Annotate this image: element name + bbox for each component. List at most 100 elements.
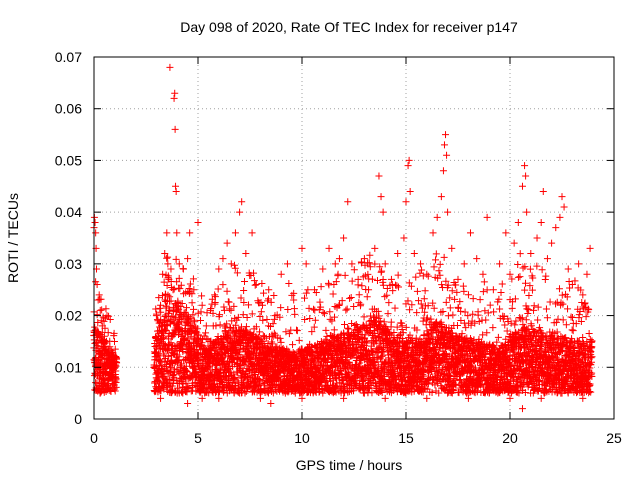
data-point (152, 305, 160, 313)
data-point (252, 323, 260, 331)
data-point (193, 325, 201, 333)
data-point (304, 286, 312, 294)
data-point (480, 278, 488, 286)
data-point (395, 283, 403, 291)
data-point (453, 288, 461, 296)
data-point (391, 304, 399, 312)
data-point (413, 287, 421, 295)
data-point (183, 383, 191, 391)
data-point (329, 290, 337, 298)
data-point (236, 345, 244, 353)
data-point (165, 376, 173, 384)
data-point (237, 362, 245, 370)
data-point (302, 289, 310, 297)
data-point (424, 272, 432, 280)
data-point (479, 288, 487, 296)
data-point (183, 368, 191, 376)
data-point (189, 311, 197, 319)
data-point (486, 301, 494, 309)
chart-title: Day 098 of 2020, Rate Of TEC Index for r… (180, 19, 518, 35)
data-point (248, 310, 256, 318)
data-point (497, 289, 505, 297)
data-point (180, 335, 188, 343)
data-point (514, 273, 522, 281)
data-point (242, 323, 250, 331)
data-point (482, 316, 490, 324)
data-point (105, 312, 113, 320)
data-point (166, 320, 174, 328)
data-point (514, 260, 522, 268)
data-point (366, 251, 374, 259)
data-point (237, 294, 245, 302)
data-point (102, 367, 110, 375)
data-point (172, 255, 180, 263)
data-point (253, 344, 261, 352)
data-point (108, 348, 116, 356)
data-point (534, 316, 542, 324)
data-point (175, 353, 183, 361)
data-point (174, 357, 182, 365)
data-point (225, 305, 233, 313)
data-point (178, 318, 186, 326)
data-point (111, 337, 119, 345)
data-point (159, 334, 167, 342)
data-point (157, 308, 165, 316)
data-point (178, 360, 186, 368)
data-point (251, 281, 259, 289)
data-point (444, 312, 452, 320)
data-point (460, 287, 468, 295)
data-point (449, 311, 457, 319)
data-point (233, 269, 241, 277)
data-point (257, 308, 265, 316)
data-point (174, 299, 182, 307)
data-point (347, 294, 355, 302)
data-point (306, 314, 314, 322)
data-point (330, 326, 338, 334)
data-point (393, 282, 401, 290)
data-point (93, 311, 101, 319)
data-point (163, 254, 171, 262)
data-point (413, 309, 421, 317)
data-point (175, 274, 183, 282)
data-point (176, 364, 184, 372)
data-point (162, 361, 170, 369)
data-point (259, 316, 267, 324)
data-point (232, 321, 240, 329)
data-point (432, 256, 440, 264)
data-point (326, 308, 334, 316)
data-point (419, 317, 427, 325)
data-point (196, 317, 204, 325)
data-point (316, 298, 324, 306)
data-point (474, 311, 482, 319)
data-point (110, 329, 118, 337)
data-point (282, 328, 290, 336)
data-point (230, 370, 238, 378)
data-point (178, 300, 186, 308)
data-point (511, 321, 519, 329)
data-point (430, 304, 438, 312)
data-point (163, 322, 171, 330)
data-point (241, 277, 249, 285)
data-point (206, 370, 214, 378)
data-point (436, 260, 444, 268)
data-point (223, 320, 231, 328)
data-point (483, 286, 491, 294)
data-point (166, 293, 174, 301)
data-point (311, 316, 319, 324)
data-point (219, 281, 227, 289)
data-point (170, 317, 178, 325)
data-point (346, 294, 354, 302)
data-point (525, 291, 533, 299)
data-point (516, 273, 524, 281)
data-point (387, 318, 395, 326)
data-point (190, 305, 198, 313)
data-point (285, 330, 293, 338)
data-point (350, 302, 358, 310)
data-point (226, 323, 234, 331)
data-point (218, 377, 226, 385)
data-point (277, 338, 285, 346)
data-point (150, 348, 158, 356)
data-point (459, 282, 467, 290)
data-point (179, 341, 187, 349)
